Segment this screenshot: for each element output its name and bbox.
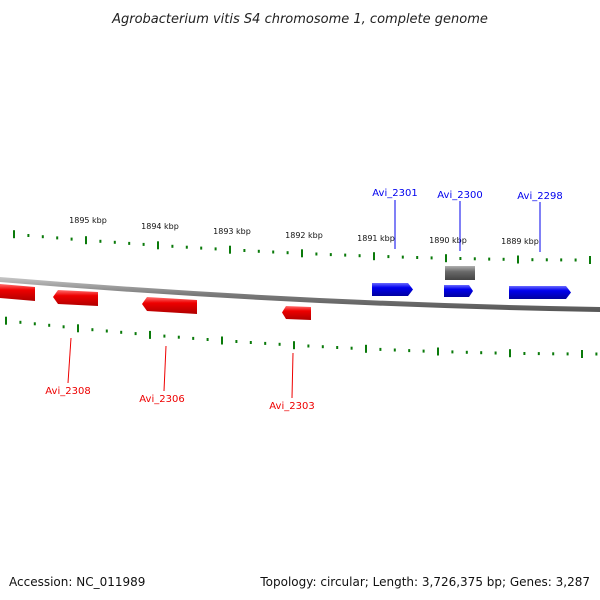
gene-avi-2303[interactable] bbox=[282, 306, 311, 320]
scale-label-1892: 1892 kbp bbox=[285, 231, 323, 240]
gene-unlabeled-grey[interactable] bbox=[445, 266, 475, 280]
gene-label-avi-2303[interactable]: Avi_2303 bbox=[269, 401, 314, 412]
gene-callout-line-avi-2306 bbox=[163, 345, 167, 392]
scale-labels: 1895 kbp 1894 kbp 1893 kbp 1892 kbp 1891… bbox=[69, 216, 539, 246]
scale-label-1893: 1893 kbp bbox=[213, 227, 251, 236]
gene-avi-2301[interactable] bbox=[372, 283, 413, 296]
scale-label-1889: 1889 kbp bbox=[501, 237, 539, 246]
gene-avi-2298[interactable] bbox=[509, 286, 571, 299]
accession-label: Accession: NC_011989 bbox=[9, 575, 145, 589]
scale-label-1895: 1895 kbp bbox=[69, 216, 107, 225]
gene-partial-left[interactable] bbox=[0, 284, 35, 301]
outer-tick-marks bbox=[13, 230, 591, 264]
gene-label-avi-2298[interactable]: Avi_2298 bbox=[517, 191, 562, 202]
chromosome-backbone bbox=[0, 277, 600, 312]
gene-callout-line-avi-2308 bbox=[67, 337, 72, 384]
gene-avi-2306[interactable] bbox=[142, 297, 197, 314]
gene-label-avi-2300[interactable]: Avi_2300 bbox=[437, 190, 482, 201]
scale-label-1890: 1890 kbp bbox=[429, 236, 467, 245]
gene-avi-2300[interactable] bbox=[444, 285, 473, 297]
genome-summary: Topology: circular; Length: 3,726,375 bp… bbox=[259, 575, 590, 589]
map-title: Agrobacterium vitis S4 chromosome 1, com… bbox=[111, 12, 488, 27]
scale-label-1891: 1891 kbp bbox=[357, 234, 395, 243]
scale-label-1894: 1894 kbp bbox=[141, 222, 179, 231]
gene-callout-line-avi-2303 bbox=[291, 352, 294, 399]
gene-label-avi-2308[interactable]: Avi_2308 bbox=[45, 386, 90, 397]
gene-label-avi-2301[interactable]: Avi_2301 bbox=[372, 188, 417, 199]
gene-avi-2308[interactable] bbox=[53, 290, 98, 306]
gene-label-avi-2306[interactable]: Avi_2306 bbox=[139, 394, 184, 405]
inner-tick-marks bbox=[5, 316, 598, 358]
